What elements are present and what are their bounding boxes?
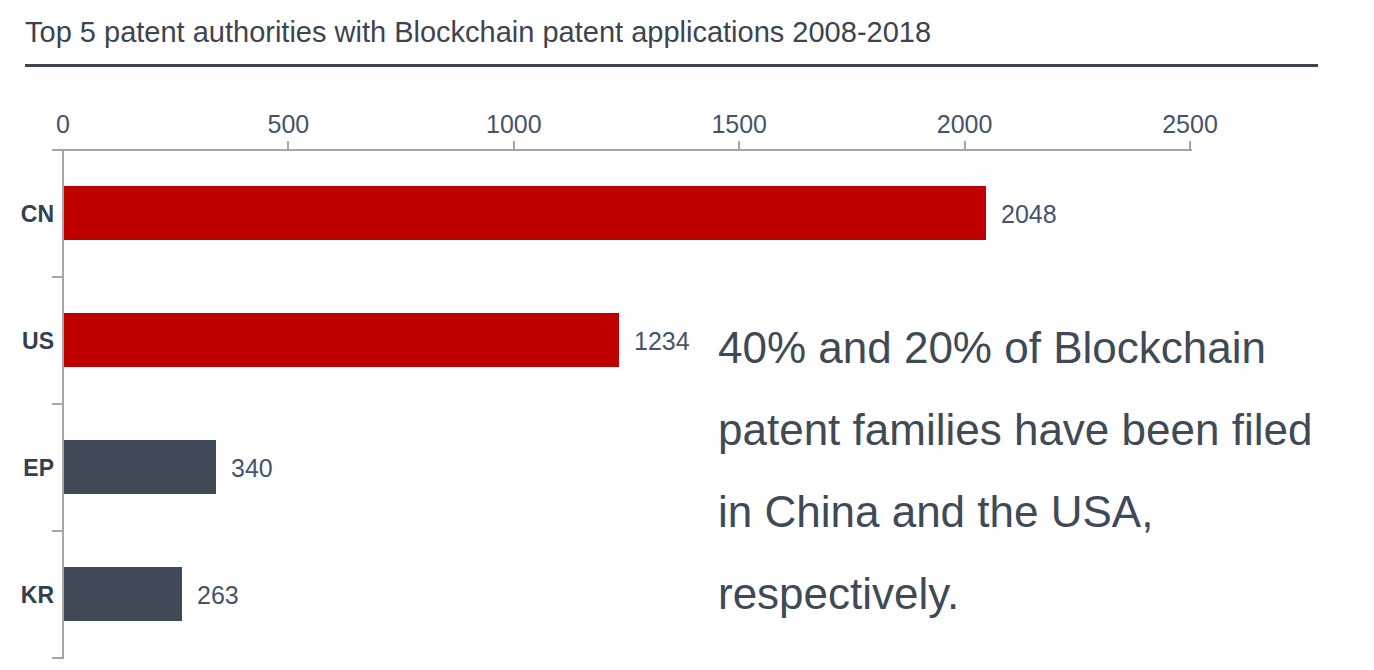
x-tick-label: 1500 [711,110,767,139]
category-label: US [0,327,54,354]
x-tick-label: 500 [268,110,310,139]
x-tick-label: 2500 [1162,110,1218,139]
x-tick-label: 1000 [486,110,542,139]
category-label: CN [0,200,54,227]
chart-page: Top 5 patent authorities with Blockchain… [0,0,1374,670]
x-tick-mark [513,141,515,149]
x-tick-label: 2000 [937,110,993,139]
y-tick-mark [52,149,62,151]
y-tick-mark [52,276,62,278]
annotation-text: 40% and 20% of Blockchain patent familie… [718,307,1366,635]
x-axis-line [62,149,1192,151]
x-tick-mark [964,141,966,149]
value-label: 340 [231,453,273,482]
x-tick-label: 0 [56,110,70,139]
bar-kr [64,567,182,621]
x-tick-mark [1189,141,1191,149]
y-tick-mark [52,530,62,532]
category-label: KR [0,581,54,608]
bar-us [64,313,619,367]
y-tick-mark [52,403,62,405]
category-label: EP [0,454,54,481]
y-tick-mark [52,657,62,659]
bar-cn [64,186,986,240]
value-label: 263 [197,580,239,609]
bar-ep [64,440,216,494]
value-label: 2048 [1001,199,1057,228]
x-tick-mark [738,141,740,149]
value-label: 1234 [634,326,690,355]
x-tick-mark [287,141,289,149]
